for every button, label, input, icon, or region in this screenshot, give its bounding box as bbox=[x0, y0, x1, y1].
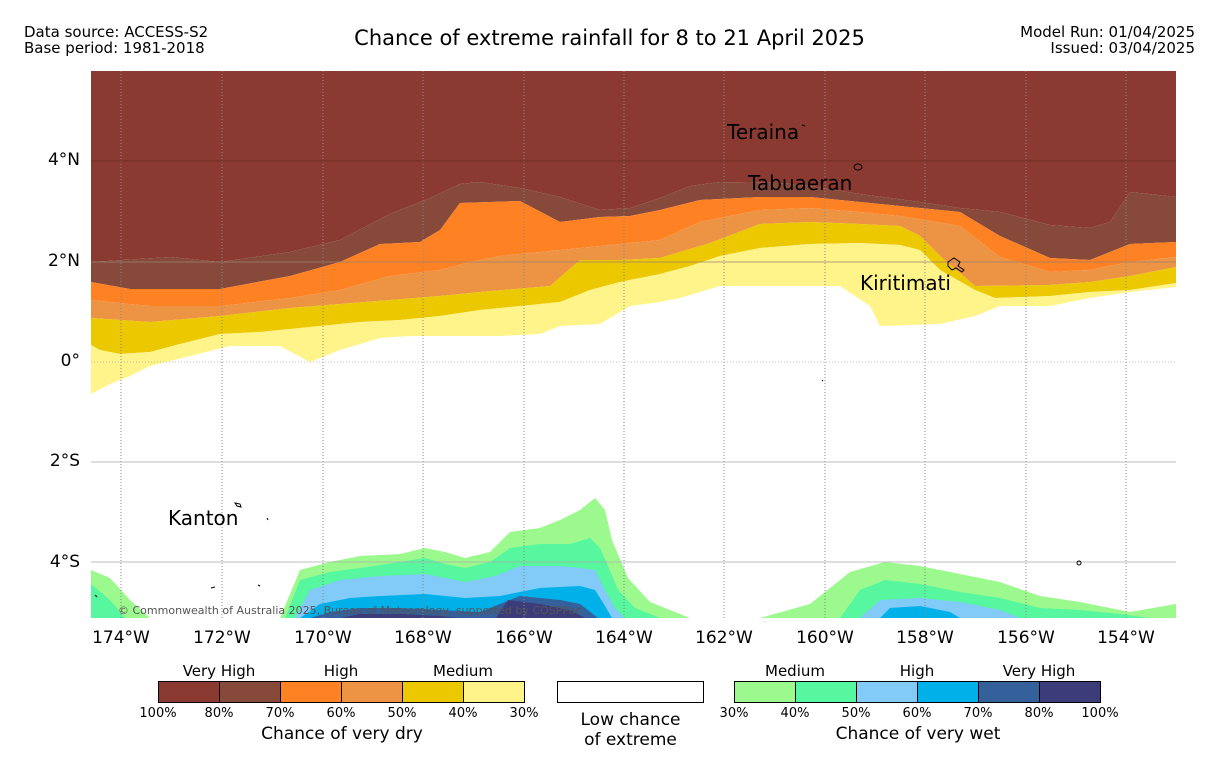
lon-label-174w: 174°W bbox=[92, 628, 150, 648]
lat-label-0: 0° bbox=[60, 351, 80, 371]
lon-label-154w: 154°W bbox=[1097, 628, 1155, 648]
legend-dry-swatch-2 bbox=[219, 681, 281, 703]
legend-wet-cat-medium: Medium bbox=[765, 662, 825, 680]
band-dry-high-50-60 bbox=[91, 208, 1176, 322]
issued-text: Issued: 03/04/2025 bbox=[1050, 39, 1195, 57]
legend-dry-tick: 30% bbox=[509, 706, 539, 721]
model-run-text: Model Run: 01/04/2025 bbox=[1020, 23, 1195, 41]
copyright-text: © Commonwealth of Australia 2025, Bureau… bbox=[118, 604, 582, 617]
kanton-island bbox=[233, 502, 242, 508]
lon-label-172w: 172°W bbox=[193, 628, 251, 648]
band-dry-very-high-80-100 bbox=[91, 71, 1176, 262]
lon-label-164w: 164°W bbox=[595, 628, 653, 648]
band-wet-very-high-80-100 bbox=[340, 600, 585, 618]
legend-wet-swatch-3 bbox=[856, 681, 918, 703]
band-dry-medium-30-40 bbox=[91, 243, 1176, 394]
band-wet-east-very-high bbox=[880, 606, 960, 618]
legend-wet-cat-very-high: Very High bbox=[1002, 662, 1076, 680]
legend-dry-tick: 80% bbox=[204, 706, 234, 721]
kiritimati-island bbox=[947, 257, 965, 273]
place-label-teraina: Teraina bbox=[727, 120, 800, 144]
legend-dry-swatch-6 bbox=[463, 681, 525, 703]
legend-dry: Very High High Medium 100% 80% 70% 60% 5… bbox=[139, 660, 538, 750]
legend-dry-tick: 40% bbox=[448, 706, 478, 721]
legend-dry-swatch-5 bbox=[402, 681, 464, 703]
legend-wet-swatch-5 bbox=[978, 681, 1040, 703]
legend-wet-tick: 70% bbox=[963, 706, 993, 721]
legend-neutral-line2: of extreme bbox=[584, 730, 677, 750]
lon-label-168w: 168°W bbox=[394, 628, 452, 648]
legend-dry-swatch-4 bbox=[341, 681, 403, 703]
lat-label-2s: 2°S bbox=[49, 451, 80, 471]
legend-wet-swatch-2 bbox=[795, 681, 857, 703]
legend-wet-swatch-1 bbox=[734, 681, 796, 703]
lon-label-162w: 162°W bbox=[695, 628, 753, 648]
legend-wet-tick: 30% bbox=[719, 706, 749, 721]
lat-label-2n: 2°N bbox=[47, 251, 80, 271]
teraina-island bbox=[801, 124, 806, 127]
legend-wet-title: Chance of very wet bbox=[835, 724, 1001, 744]
lon-label-170w: 170°W bbox=[294, 628, 352, 648]
lon-label-160w: 160°W bbox=[796, 628, 854, 648]
lat-lines bbox=[91, 160, 1176, 563]
island-outlines bbox=[94, 124, 1082, 598]
legend-dry-cat-high: High bbox=[323, 662, 359, 680]
legend-dry-tick: 60% bbox=[326, 706, 356, 721]
legend-dry-swatch-1 bbox=[158, 681, 220, 703]
band-dry-very-high-70-80 bbox=[91, 182, 1176, 289]
legend-wet-tick: 80% bbox=[1024, 706, 1054, 721]
legend-dry-tick: 70% bbox=[265, 706, 295, 721]
grid-lines bbox=[120, 71, 1127, 618]
legend-dry-cat-medium: Medium bbox=[433, 662, 493, 680]
base-period-text: Base period: 1981-2018 bbox=[24, 39, 205, 57]
map-title: Chance of extreme rainfall for 8 to 21 A… bbox=[354, 26, 865, 50]
lon-label-166w: 166°W bbox=[495, 628, 553, 648]
place-label-kanton: Kanton bbox=[168, 506, 239, 530]
lat-label-4s: 4°S bbox=[49, 552, 80, 572]
tabuaeran-island bbox=[853, 163, 863, 171]
legend-dry-tick: 100% bbox=[139, 706, 177, 721]
header-right: Model Run: 01/04/2025 Issued: 03/04/2025 bbox=[1020, 24, 1195, 56]
legend-wet-swatch-4 bbox=[917, 681, 979, 703]
header-left: Data source: ACCESS-S2 Base period: 1981… bbox=[24, 24, 208, 56]
legend-wet-cat-high: High bbox=[899, 662, 935, 680]
legend-dry-swatch-3 bbox=[280, 681, 342, 703]
legend-dry-tick: 50% bbox=[387, 706, 417, 721]
band-dry-medium-40-50 bbox=[91, 222, 1176, 354]
lon-label-158w: 158°W bbox=[896, 628, 954, 648]
legend-neutral-swatch bbox=[557, 681, 704, 703]
band-dry-high-60-70 bbox=[91, 197, 1176, 306]
legend-wet-swatch-6 bbox=[1039, 681, 1101, 703]
legend-wet-tick: 50% bbox=[841, 706, 871, 721]
rainfall-map bbox=[91, 71, 1176, 618]
legend-neutral-line1: Low chance bbox=[580, 710, 681, 730]
lon-label-156w: 156°W bbox=[997, 628, 1055, 648]
legend-dry-title: Chance of very dry bbox=[261, 724, 423, 744]
legend-wet: Medium High Very High 30% 40% 50% 60% 70… bbox=[720, 660, 1119, 750]
place-label-kiritimati: Kiritimati bbox=[860, 271, 951, 295]
legend-wet-tick: 60% bbox=[902, 706, 932, 721]
place-label-tabuaeran: Tabuaeran bbox=[748, 171, 853, 195]
lat-label-4n: 4°N bbox=[47, 150, 80, 170]
legend-wet-tick: 40% bbox=[780, 706, 810, 721]
map-svg bbox=[91, 71, 1176, 618]
legend-dry-cat-very-high: Very High bbox=[182, 662, 256, 680]
legend-dry-bar bbox=[158, 681, 526, 703]
legend-wet-tick: 100% bbox=[1081, 706, 1119, 721]
legend-wet-bar bbox=[734, 681, 1102, 703]
data-source-text: Data source: ACCESS-S2 bbox=[24, 23, 209, 41]
legend-neutral: Low chance of extreme bbox=[557, 681, 704, 751]
band-wet-medium-30-40 bbox=[91, 498, 1176, 618]
